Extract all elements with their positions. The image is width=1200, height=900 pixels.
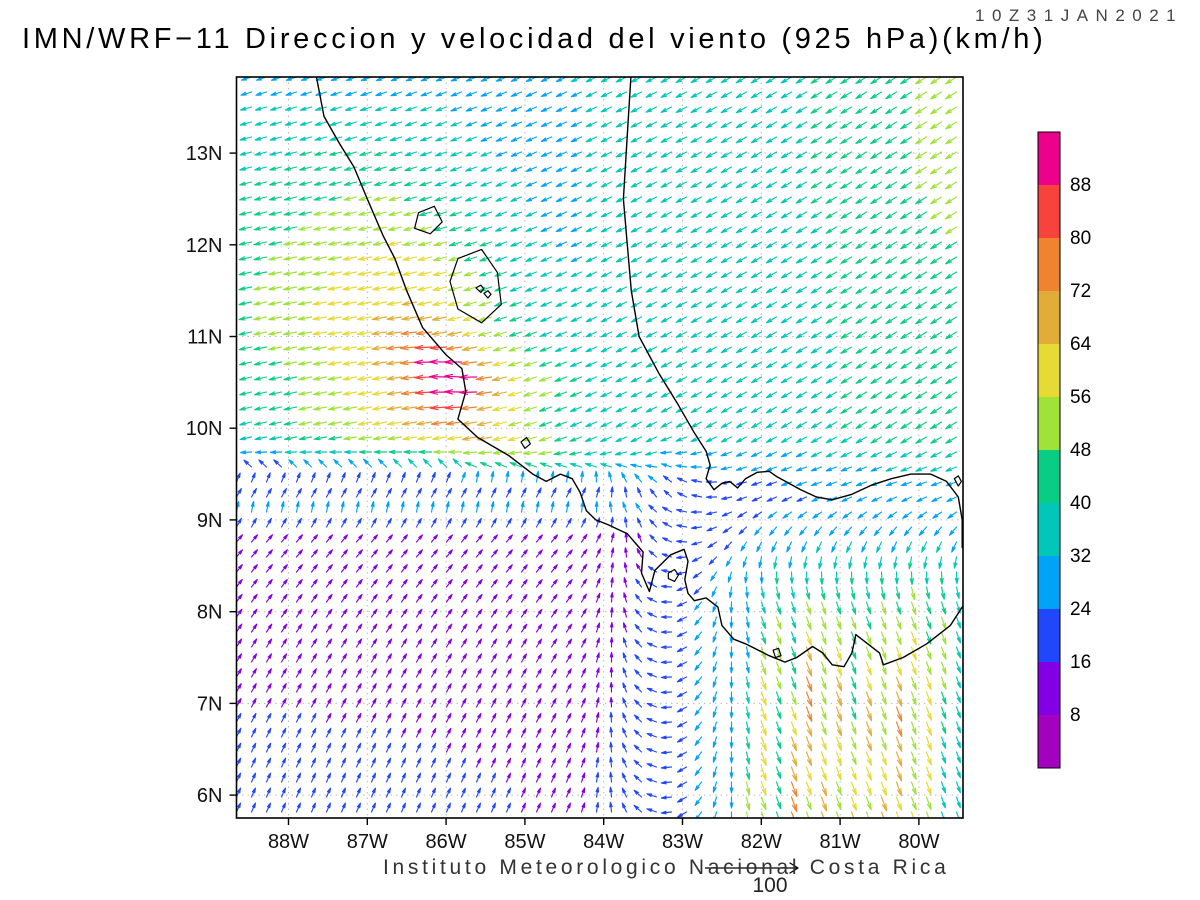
svg-text:40: 40	[1070, 493, 1091, 514]
svg-text:16: 16	[1070, 652, 1091, 673]
svg-text:32: 32	[1070, 546, 1091, 567]
svg-text:81W: 81W	[820, 831, 861, 853]
svg-text:80: 80	[1070, 228, 1091, 249]
svg-text:80W: 80W	[898, 831, 939, 853]
svg-text:84W: 84W	[583, 831, 624, 853]
svg-text:9N: 9N	[197, 510, 223, 532]
svg-text:56: 56	[1070, 387, 1091, 408]
svg-text:83W: 83W	[662, 831, 703, 853]
svg-text:86W: 86W	[426, 831, 467, 853]
svg-text:87W: 87W	[347, 831, 388, 853]
svg-text:24: 24	[1070, 599, 1092, 620]
svg-text:13N: 13N	[186, 143, 223, 165]
svg-text:7N: 7N	[197, 693, 223, 715]
svg-text:88: 88	[1070, 175, 1091, 196]
svg-text:85W: 85W	[504, 831, 545, 853]
svg-text:8: 8	[1070, 705, 1081, 726]
svg-text:88W: 88W	[268, 831, 309, 853]
svg-text:6N: 6N	[197, 785, 223, 807]
svg-text:72: 72	[1070, 281, 1091, 302]
svg-text:82W: 82W	[741, 831, 782, 853]
svg-text:8N: 8N	[197, 602, 223, 624]
svg-text:64: 64	[1070, 334, 1092, 355]
svg-text:11N: 11N	[187, 327, 222, 349]
svg-text:12N: 12N	[186, 235, 223, 257]
svg-text:48: 48	[1070, 440, 1091, 461]
svg-text:10N: 10N	[186, 418, 223, 440]
